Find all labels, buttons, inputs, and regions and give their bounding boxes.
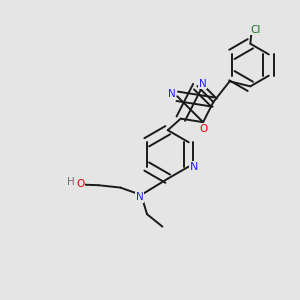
Text: N: N (190, 162, 198, 172)
Text: O: O (199, 124, 207, 134)
Text: Cl: Cl (250, 25, 261, 35)
Text: N: N (136, 192, 143, 202)
Text: N: N (168, 89, 176, 99)
Text: N: N (199, 79, 207, 89)
Text: H: H (67, 177, 75, 187)
Text: O: O (76, 179, 85, 189)
